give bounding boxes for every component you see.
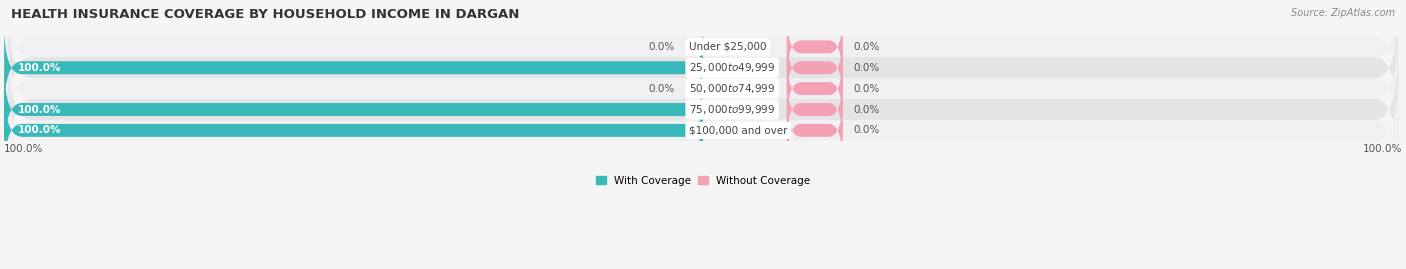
- Text: 0.0%: 0.0%: [853, 104, 880, 115]
- FancyBboxPatch shape: [7, 0, 1399, 109]
- Text: 0.0%: 0.0%: [648, 42, 675, 52]
- Text: HEALTH INSURANCE COVERAGE BY HOUSEHOLD INCOME IN DARGAN: HEALTH INSURANCE COVERAGE BY HOUSEHOLD I…: [11, 8, 520, 21]
- FancyBboxPatch shape: [787, 12, 842, 82]
- FancyBboxPatch shape: [787, 53, 842, 124]
- Text: $25,000 to $49,999: $25,000 to $49,999: [689, 61, 775, 74]
- Text: 0.0%: 0.0%: [853, 63, 880, 73]
- Text: 0.0%: 0.0%: [853, 42, 880, 52]
- Text: Under $25,000: Under $25,000: [689, 42, 766, 52]
- Text: Source: ZipAtlas.com: Source: ZipAtlas.com: [1291, 8, 1395, 18]
- FancyBboxPatch shape: [7, 68, 1399, 193]
- Text: 100.0%: 100.0%: [18, 104, 62, 115]
- FancyBboxPatch shape: [787, 95, 842, 166]
- Text: 100.0%: 100.0%: [18, 63, 62, 73]
- Text: 100.0%: 100.0%: [4, 144, 44, 154]
- Text: 0.0%: 0.0%: [648, 84, 675, 94]
- FancyBboxPatch shape: [4, 85, 703, 176]
- Text: 100.0%: 100.0%: [18, 125, 62, 135]
- FancyBboxPatch shape: [4, 22, 703, 114]
- FancyBboxPatch shape: [787, 33, 842, 103]
- FancyBboxPatch shape: [4, 64, 703, 155]
- FancyBboxPatch shape: [7, 26, 1399, 151]
- Text: 0.0%: 0.0%: [853, 125, 880, 135]
- Text: $100,000 and over: $100,000 and over: [689, 125, 787, 135]
- Legend: With Coverage, Without Coverage: With Coverage, Without Coverage: [592, 172, 814, 190]
- Text: 100.0%: 100.0%: [1362, 144, 1402, 154]
- Text: $75,000 to $99,999: $75,000 to $99,999: [689, 103, 775, 116]
- FancyBboxPatch shape: [7, 5, 1399, 130]
- Text: 0.0%: 0.0%: [853, 84, 880, 94]
- FancyBboxPatch shape: [787, 74, 842, 145]
- Text: $50,000 to $74,999: $50,000 to $74,999: [689, 82, 775, 95]
- FancyBboxPatch shape: [7, 47, 1399, 172]
